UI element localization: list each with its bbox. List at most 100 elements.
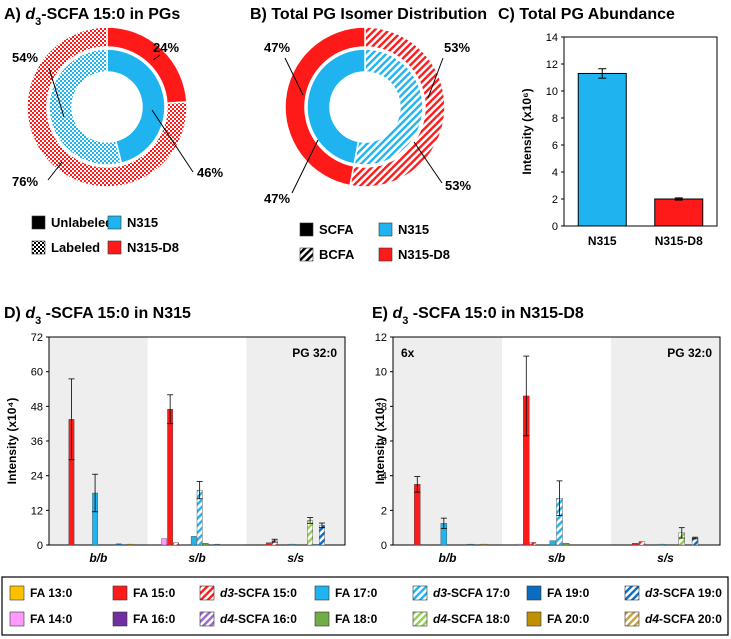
bar (529, 542, 537, 546)
y-tick-label: 6 (381, 436, 387, 448)
legend-label: Labeled (51, 240, 100, 255)
x-tick-label: s/s (657, 551, 674, 565)
bar (190, 536, 197, 546)
bar (562, 543, 570, 546)
x-tick-label: b/b (89, 551, 107, 565)
x-tick-label: b/b (439, 551, 457, 565)
legend-swatch (299, 247, 314, 262)
panel-a-legend: Unlabeled N315 Labeled N315-D8 (31, 215, 179, 255)
plot-frame (563, 36, 718, 227)
donut-slice (106, 48, 166, 165)
bar (167, 409, 173, 546)
bar (638, 541, 646, 546)
x-tick-label: s/b (548, 551, 565, 565)
pct-label: 54% (12, 50, 38, 65)
legend-swatch (9, 585, 25, 601)
legend-label: d3-SCFA 15:0 (220, 586, 297, 600)
bar (202, 543, 209, 546)
legend-swatch (199, 611, 215, 627)
bar (632, 543, 639, 546)
legend-swatch (199, 585, 215, 601)
legend-label: N315-D8 (398, 247, 450, 262)
legend-swatch (31, 215, 46, 230)
y-axis-label: Intensity (x10⁴) (373, 398, 387, 485)
x-tick-label: N315-D8 (655, 234, 703, 248)
bar (289, 543, 296, 546)
bar (577, 72, 627, 227)
bottom-legend-frame (1, 576, 729, 636)
y-tick-label: 24 (31, 471, 43, 483)
x-tick-label: s/b (188, 551, 205, 565)
panel-b-legend: SCFA N315 BCFA N315-D8 (299, 222, 450, 262)
legend-label: SCFA (319, 222, 354, 237)
y-tick-label: 4 (381, 471, 387, 483)
legend-swatch (412, 585, 428, 601)
bar (214, 543, 221, 546)
pct-label: 46% (197, 165, 223, 180)
legend-label: d3-SCFA 17:0 (433, 586, 510, 600)
y-tick-label: 0 (552, 221, 558, 233)
legend-label: d4-SCFA 20:0 (645, 612, 722, 626)
legend-swatch (624, 611, 640, 627)
group-band (246, 337, 345, 545)
legend-label: d3-SCFA 19:0 (645, 586, 722, 600)
y-tick-label: 60 (31, 367, 43, 379)
legend-label: FA 19:0 (547, 586, 590, 600)
panel-e-title: E) d3 -SCFA 15:0 in N315-D8 (372, 305, 584, 327)
bar (319, 525, 325, 546)
y-tick-label: 36 (31, 436, 43, 448)
bar (467, 543, 474, 546)
donut-slice (26, 26, 188, 188)
bar (161, 538, 168, 546)
legend-swatch (9, 611, 25, 627)
y-tick-label: 8 (552, 113, 558, 125)
legend-swatch (526, 611, 542, 627)
y-tick-label: 12 (546, 59, 558, 71)
pct-label: 53% (445, 178, 471, 193)
panel-d-title: D) d3 -SCFA 15:0 in N315 (4, 305, 191, 327)
pct-label: 24% (153, 40, 179, 55)
x-tick-label: N315 (588, 234, 617, 248)
y-tick-label: 12 (375, 332, 387, 344)
legend-swatch (378, 247, 393, 262)
chart-e: 0 2 4 6 8 10 12 b/b s/b s/s PG 32:0 6x Intensity (x1… (373, 332, 721, 565)
bar (307, 520, 313, 546)
legend-label: FA 18:0 (335, 612, 378, 626)
panel-b-title: B) Total PG Isomer Distribution (250, 6, 487, 23)
legend-label: BCFA (319, 247, 355, 262)
bar (549, 540, 557, 546)
y-tick-label: 8 (381, 401, 387, 413)
annotation: PG 32:0 (292, 346, 337, 360)
legend-swatch (107, 215, 122, 230)
legend-label: FA 17:0 (335, 586, 378, 600)
annotation: 6x (401, 346, 415, 360)
y-tick-label: 0 (37, 540, 43, 552)
bar (313, 544, 319, 546)
y-tick-label: 12 (31, 505, 43, 517)
donut-slice (284, 26, 366, 187)
chart-d: 0 12 24 36 48 60 72 b/b s/b s/s PG 32:0 Intensity (… (5, 332, 346, 565)
y-axis-label: Intensity (x10⁴) (5, 398, 19, 485)
bar (414, 484, 421, 546)
pct-label: 47% (264, 191, 290, 206)
y-tick-label: 10 (546, 86, 558, 98)
bar (265, 542, 272, 546)
legend-label: FA 16:0 (133, 612, 176, 626)
panel-a-title: A) d3-SCFA 15:0 in PGs (4, 6, 180, 28)
annotation: PG 32:0 (667, 346, 712, 360)
donut-slice (349, 26, 446, 188)
y-tick-label: 0 (381, 540, 387, 552)
y-tick-label: 4 (552, 167, 558, 179)
legend-swatch (107, 240, 122, 255)
y-tick-label: 72 (31, 332, 43, 344)
y-tick-label: 10 (375, 367, 387, 379)
legend-label: d4-SCFA 16:0 (220, 612, 297, 626)
bar (173, 542, 179, 546)
pct-label: 47% (264, 40, 290, 55)
group-band (611, 337, 720, 545)
legend-swatch (314, 585, 330, 601)
bar (658, 543, 666, 546)
legend-swatch (624, 585, 640, 601)
leader-lines-a (47, 54, 194, 181)
